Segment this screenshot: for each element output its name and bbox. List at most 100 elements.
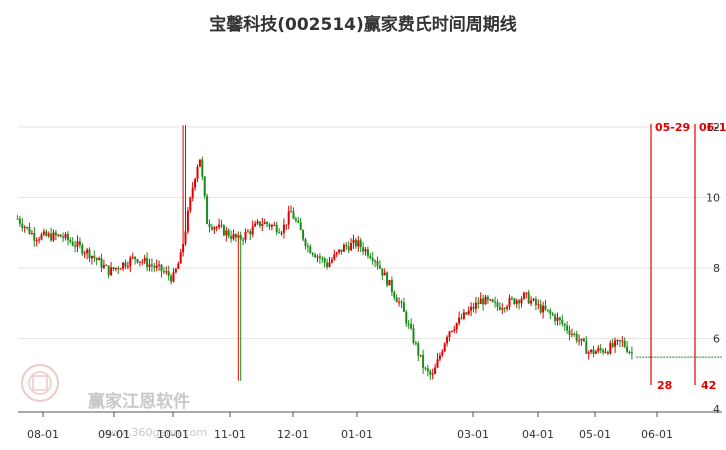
candle-body	[534, 298, 537, 305]
candle-body	[141, 261, 144, 263]
candle-body	[158, 264, 161, 266]
watermark-logo-icon	[21, 364, 59, 402]
candle-body	[107, 265, 110, 276]
candle-body	[74, 245, 77, 247]
candle-body	[119, 268, 122, 270]
candle-body	[117, 267, 120, 270]
candle-body	[102, 264, 105, 268]
candle-body	[131, 256, 134, 258]
watermark-text: 赢家江恩软件	[88, 391, 190, 412]
candle-body	[520, 298, 523, 304]
candle-body	[585, 341, 588, 354]
candle-body	[321, 258, 324, 260]
candle-body	[93, 255, 96, 259]
candle-body	[122, 262, 125, 269]
candle-body	[242, 239, 245, 241]
candle-body	[83, 253, 86, 255]
candle-body	[328, 262, 331, 267]
candle-body	[508, 298, 511, 307]
candle-body	[62, 236, 65, 238]
candle-body	[338, 249, 341, 253]
candle-body	[146, 258, 149, 268]
watermark: 赢家江恩软件 www.360gann.com	[21, 364, 207, 439]
candle-body	[230, 236, 233, 239]
candle-body	[484, 296, 487, 305]
candle-body	[352, 239, 355, 243]
candle-body	[539, 304, 542, 313]
y-tick-label: 8	[713, 262, 720, 275]
candle-body	[114, 267, 117, 270]
candle-body	[436, 359, 439, 368]
candle-body	[424, 367, 427, 369]
candle-body	[201, 159, 204, 177]
candle-body	[227, 230, 230, 237]
candle-body	[390, 280, 393, 293]
candle-body	[170, 276, 173, 282]
candle-body	[266, 222, 269, 225]
candle-body	[530, 300, 533, 304]
candle-body	[503, 308, 506, 310]
candle-body	[206, 196, 209, 225]
candle-body	[443, 343, 446, 352]
candle-body	[405, 311, 408, 324]
candle-body	[414, 342, 417, 344]
candle-body	[422, 354, 425, 368]
candle-body	[23, 226, 26, 228]
watermark-url: www.360gann.com	[102, 426, 207, 439]
candle-body	[558, 317, 561, 320]
candle-body	[434, 367, 437, 374]
candle-body	[563, 323, 566, 326]
candle-body	[623, 340, 626, 347]
candle-body	[136, 259, 139, 263]
candle-body	[59, 234, 62, 237]
candle-body	[549, 310, 552, 314]
candle-body	[388, 280, 391, 286]
candle-body	[376, 261, 379, 266]
candle-body	[364, 249, 367, 252]
candle-body	[50, 233, 53, 241]
candle-body	[515, 300, 518, 304]
candle-body	[33, 232, 36, 241]
candle-body	[314, 254, 317, 258]
candle-body	[630, 352, 633, 354]
candle-body	[374, 260, 377, 262]
candle-body	[542, 305, 545, 313]
candle-body	[326, 262, 329, 267]
candle-body	[371, 258, 374, 261]
candle-body	[556, 317, 559, 321]
candle-body	[273, 224, 276, 226]
candle-body	[561, 319, 564, 324]
candle-body	[429, 371, 432, 375]
cycle-date-label: 06-1	[699, 121, 726, 134]
candle-body	[551, 313, 554, 316]
candle-body	[618, 340, 621, 342]
candle-body	[599, 348, 602, 350]
candle-body	[330, 259, 333, 263]
candle-body	[316, 256, 319, 258]
candle-body	[100, 258, 103, 268]
candle-body	[208, 224, 211, 228]
candle-body	[465, 312, 468, 315]
candle-body	[366, 249, 369, 257]
candle-body	[383, 272, 386, 276]
candle-body	[297, 220, 300, 223]
candle-body	[580, 338, 583, 341]
candle-body	[268, 224, 271, 227]
candle-body	[318, 256, 321, 259]
chart-title: 宝馨科技(002514)赢家费氏时间周期线	[209, 14, 517, 35]
candle-body	[126, 266, 129, 268]
candle-body	[306, 246, 309, 248]
x-tick-label: 11-01	[214, 428, 246, 441]
candle-body	[76, 241, 79, 247]
candle-body	[407, 323, 410, 325]
candle-body	[362, 247, 365, 252]
candle-body	[395, 297, 398, 303]
x-tick-label: 09-01	[98, 428, 130, 441]
candle-body	[398, 301, 401, 303]
x-tick-label: 05-01	[579, 428, 611, 441]
candle-body	[472, 306, 475, 309]
candle-body	[546, 309, 549, 311]
candle-body	[155, 265, 158, 268]
candle-body	[491, 299, 494, 302]
candle-body	[628, 351, 631, 353]
